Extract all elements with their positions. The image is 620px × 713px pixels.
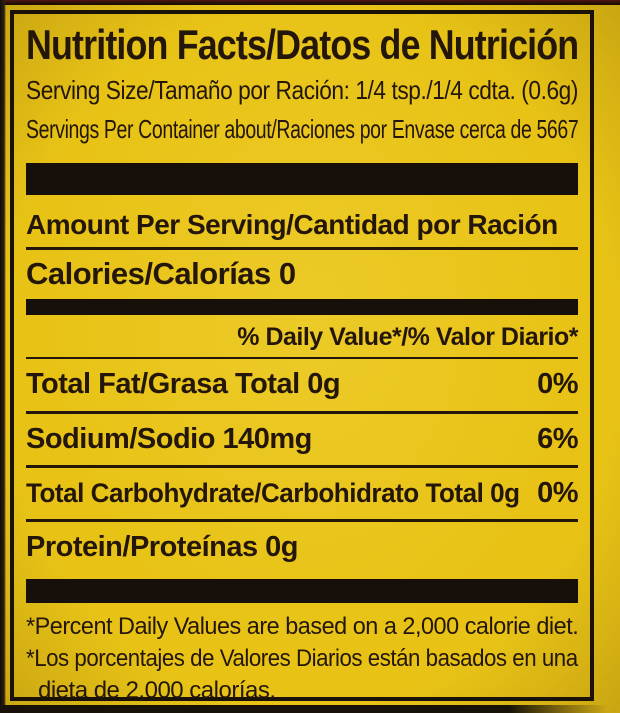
nutrient-daily-value: 0% [537, 476, 578, 509]
nutrient-daily-value: 0% [537, 368, 578, 401]
serving-size-line: Serving Size/Tamaño por Ración: 1/4 tsp.… [26, 75, 578, 106]
divider-under-daily-value-heading [26, 357, 578, 360]
footnote-english: *Percent Daily Values are based on a 2,0… [26, 613, 579, 641]
package-edge-bottom [0, 705, 620, 713]
nutrient-row-sodium: Sodium/Sodio 140mg 6% [26, 414, 579, 465]
footnotes-section: *Percent Daily Values are based on a 2,0… [26, 611, 579, 706]
nutrient-daily-value: 6% [537, 422, 578, 455]
daily-value-heading: % Daily Value*/% Valor Diario* [237, 323, 578, 352]
package-edge-top [0, 0, 620, 5]
nutrition-facts-title: Nutrition Facts/Datos de Nutrición [26, 21, 579, 68]
thick-separator-bar-top [26, 163, 578, 196]
amount-per-serving-heading: Amount Per Serving/Cantidad por Ración [26, 209, 558, 241]
nutrient-name: Protein/Proteínas 0g [26, 530, 299, 563]
nutrient-row-total-carbohydrate: Total Carbohydrate/Carbohidrato Total 0g… [26, 468, 579, 519]
nutrition-facts-label: Nutrition Facts/Datos de Nutrición Servi… [10, 10, 594, 704]
row-divider [26, 410, 578, 414]
footnote-spanish-line-1: *Los porcentajes de Valores Diarios está… [26, 644, 578, 672]
row-divider [26, 464, 578, 468]
divider-under-amount-heading [26, 246, 578, 250]
nutrient-name: Total Carbohydrate/Carbohidrato Total 0g [26, 477, 520, 508]
nutrient-row-total-fat: Total Fat/Grasa Total 0g 0% [26, 359, 579, 410]
thick-separator-bar-bottom [26, 579, 578, 604]
footnote-spanish-line-2: dieta de 2,000 calorías. [38, 676, 276, 704]
nutrient-row-protein: Protein/Proteínas 0g [26, 522, 578, 573]
row-divider [26, 518, 578, 522]
nutrient-name: Sodium/Sodio 140mg [26, 422, 312, 455]
calories-line: Calories/Calorías 0 [26, 255, 296, 291]
nutrient-name: Total Fat/Grasa Total 0g [26, 368, 341, 401]
servings-per-container-line: Servings Per Container about/Raciones po… [26, 114, 579, 145]
package-edge-left [0, 0, 6, 713]
medium-separator-bar [26, 299, 578, 316]
